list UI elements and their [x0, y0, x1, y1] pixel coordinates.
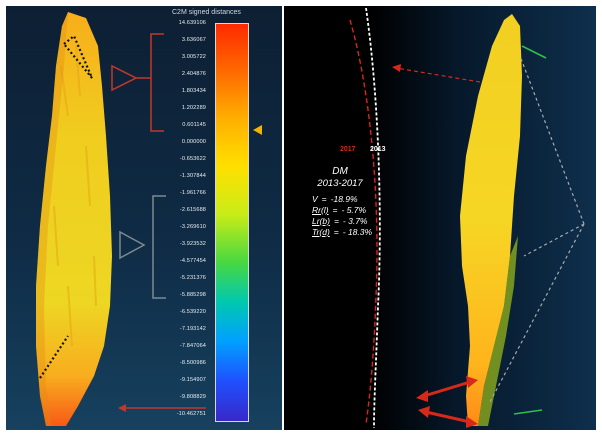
metric-row: Tr(d) = - 18.3%: [290, 227, 390, 238]
double-arrow-red-2-head-a: [418, 406, 430, 418]
scanned-object-right: [460, 14, 522, 426]
double-arrow-red-1-head-a: [416, 390, 428, 402]
double-arrow-red-1: [423, 380, 471, 398]
colorbar-tick: -8.500986: [179, 360, 206, 366]
colorbar-tick: 14.639106: [178, 20, 206, 26]
double-arrow-red-2: [425, 410, 471, 424]
triangle-marker-grey: [119, 230, 146, 260]
dashed-arrow-red-head: [392, 64, 401, 72]
zero-pointer-icon: [253, 125, 262, 135]
dm-period: 2013-2017: [317, 178, 363, 189]
metric-sep: =: [332, 205, 338, 215]
bracket-grey: [152, 195, 166, 299]
bracket-red: [150, 33, 164, 132]
colorbar-tick: -6.539220: [179, 309, 206, 315]
metric-sep: =: [333, 216, 339, 226]
colorbar-tick: -3.923532: [179, 241, 206, 247]
arrow-green-bottom: [513, 409, 543, 415]
colorbar-tick: -3.269610: [179, 224, 206, 230]
metric-value: - 3.7%: [342, 216, 368, 226]
metric-value: - 18.3%: [342, 227, 373, 237]
colorbar-tick: -0.653622: [179, 156, 206, 162]
dm-summary: DM 2013-2017 V = -18.9% Rr(l) = - 5.7% L…: [290, 166, 390, 238]
profile-2013-line: [365, 7, 381, 429]
colorbar-tick: -4.577454: [179, 258, 206, 264]
colorbar-tick: 1.202289: [181, 105, 206, 111]
colorbar-tick: -7.193142: [179, 326, 206, 332]
colorbar-tick: -1.307844: [179, 173, 206, 179]
scan-panel-right: 2017 2013 DM 2013-2017 V = -18.9% Rr(l) …: [284, 6, 596, 430]
colorbar-title: C2M signed distances: [172, 9, 241, 16]
colorbar-tick: 0.601145: [182, 122, 206, 128]
double-arrow-red-2-head-b: [466, 416, 478, 428]
colorbar-tick: -1.961766: [179, 190, 206, 196]
metric-sep: =: [321, 194, 327, 204]
double-arrow-red-1-head-b: [466, 376, 478, 388]
metric-row: Lr(b) = - 3.7%: [290, 216, 390, 227]
scan-panel-left: C2M signed distances 14.639106 3.636067 …: [6, 6, 282, 430]
colorbar-tick: -9.154907: [179, 377, 206, 383]
dotted-line-bottom: [39, 335, 69, 379]
metric-sep: =: [333, 227, 339, 237]
dm-title: DM: [332, 166, 348, 177]
dotted-region-top: [62, 34, 94, 79]
colorbar-tick: 2.404876: [181, 71, 206, 77]
colorbar: [215, 23, 249, 422]
colorbar-tick: 0.000000: [181, 139, 206, 145]
profile-2017-line: [349, 19, 378, 425]
colorbar-tick: -10.462751: [176, 411, 206, 417]
triangle-marker-red: [111, 64, 138, 92]
scan-texture: [53, 45, 97, 347]
arrow-to-min-head: [118, 404, 126, 412]
year-label-2013: 2013: [370, 146, 386, 153]
year-label-2017: 2017: [340, 146, 356, 153]
dashed-lines-grey: [489, 55, 585, 403]
colorbar-tick: -2.615688: [179, 207, 206, 213]
metric-key: Tr(d): [312, 227, 330, 237]
metric-key: V: [312, 194, 318, 204]
colorbar-tick: 3.636067: [181, 37, 206, 43]
arrow-green-top: [521, 45, 547, 59]
metric-value: - 5.7%: [341, 205, 367, 215]
colorbar-tick: -5.885298: [179, 292, 206, 298]
metric-row: Rr(l) = - 5.7%: [290, 205, 390, 216]
colorbar-tick: 3.005722: [181, 54, 206, 60]
metric-value: -18.9%: [330, 194, 358, 204]
colorbar-tick: -7.847064: [179, 343, 206, 349]
right-scan-graphics: [349, 7, 585, 429]
metric-key: Rr(l): [312, 205, 329, 215]
metric-key: Lr(b): [312, 216, 330, 226]
metric-row: V = -18.9%: [290, 194, 390, 205]
scanned-object-left: [36, 12, 112, 426]
dashed-arrow-red: [395, 67, 481, 83]
scan-left-edge-shading: [36, 12, 68, 426]
scan-right-shading: [478, 236, 518, 426]
left-scan-graphics: [36, 12, 206, 426]
colorbar-tick: -5.231376: [179, 275, 206, 281]
colorbar-tick: -9.808829: [179, 394, 206, 400]
colorbar-tick: 1.803434: [181, 88, 206, 94]
